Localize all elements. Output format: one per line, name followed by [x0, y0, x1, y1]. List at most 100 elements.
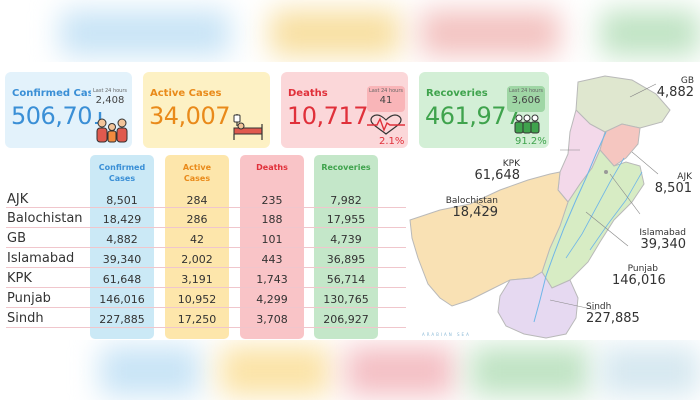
river [565, 157, 625, 259]
cell-active: 284 [186, 194, 208, 207]
hospital-bed-icon [233, 114, 263, 140]
recovered-people-icon [514, 114, 540, 134]
cell-recoveries: 36,895 [326, 253, 366, 266]
map-label-kpk-value: 61,648 [474, 168, 521, 183]
cell-confirmed: 146,016 [99, 293, 145, 306]
map-label-balochistan: Balochistan 18,429 [438, 196, 499, 220]
region-name: Islamabad [7, 251, 75, 266]
cell-active: 286 [186, 213, 208, 226]
cell-recoveries: 4,739 [330, 233, 362, 246]
active-card-title: Active Cases [150, 88, 222, 99]
map-label-sindh: Sindh 227,885 [586, 302, 640, 326]
deaths-rate: 2.1% [379, 136, 405, 147]
cell-active: 2,002 [181, 253, 213, 266]
sea-label: ARABIAN SEA [422, 332, 471, 337]
cell-recoveries: 130,765 [323, 293, 369, 306]
map-label-kpk-name: KPK [502, 159, 520, 169]
header-active: Active Cases [182, 163, 212, 183]
header-recoveries: Recoveries [321, 163, 371, 172]
header-confirmed: Confirmed Cases [98, 163, 146, 183]
map-label-punjab-name: Punjab [627, 264, 658, 274]
recoveries-last24-box: Last 24 hours 3,606 [507, 86, 545, 112]
map-label-sindh-name: Sindh [586, 302, 612, 312]
cell-confirmed: 61,648 [102, 273, 142, 286]
active-card-value: 34,007 [149, 102, 230, 130]
deaths-last24-label: Last 24 hours [368, 88, 403, 94]
recoveries-rate: 91.2% [515, 136, 547, 147]
confirmed-card-title: Confirmed Cases [12, 88, 107, 99]
cell-deaths: 1,743 [256, 273, 288, 286]
cell-deaths: 235 [261, 194, 283, 207]
dashboard: Confirmed Cases 506,701 Last 24 hours 2,… [0, 62, 700, 340]
river [533, 131, 607, 323]
row-divider [6, 247, 406, 248]
deaths-last24-box: Last 24 hours 41 [367, 86, 405, 112]
cell-active: 10,952 [177, 293, 217, 306]
cell-deaths: 4,299 [256, 293, 288, 306]
blurred-top-band [0, 0, 700, 62]
confirmed-last24-label: Last 24 hours [92, 88, 127, 94]
cell-active: 17,250 [177, 313, 217, 326]
region-name: Sindh [7, 311, 44, 326]
cell-recoveries: 7,982 [330, 194, 362, 207]
map-label-punjab-value: 146,016 [612, 273, 666, 288]
region-name: Balochistan [7, 211, 83, 226]
pakistan-map [409, 75, 671, 339]
deaths-card-value: 10,717 [287, 102, 368, 130]
cell-recoveries: 206,927 [323, 313, 369, 326]
map-label-islamabad-name: Islamabad [639, 228, 686, 238]
cell-recoveries: 17,955 [326, 213, 366, 226]
cell-deaths: 101 [261, 233, 283, 246]
map-label-ajk: AJK 8,501 [650, 172, 692, 196]
family-icon [96, 118, 128, 143]
recoveries-last24-label: Last 24 hours [508, 88, 543, 94]
map-label-kpk: KPK 61,648 [468, 159, 521, 183]
cell-deaths: 3,708 [256, 313, 288, 326]
sindh-region [497, 271, 579, 339]
header-deaths: Deaths [256, 163, 288, 172]
recoveries-card-value: 461,977 [425, 102, 521, 130]
cell-deaths: 443 [261, 253, 283, 266]
recoveries-last24-value: 3,606 [511, 95, 541, 106]
confirmed-last24-box: Last 24 hours 2,408 [91, 86, 129, 112]
map-label-ajk-value: 8,501 [654, 181, 692, 196]
islamabad-marker [604, 170, 608, 174]
active-card: Active Cases 34,007 [143, 72, 270, 148]
map-label-balochistan-name: Balochistan [445, 196, 498, 206]
map-label-balochistan-value: 18,429 [452, 205, 499, 220]
map-label-sindh-value: 227,885 [586, 311, 640, 326]
cell-confirmed: 8,501 [106, 194, 138, 207]
row-divider [6, 307, 406, 308]
cell-confirmed: 18,429 [102, 213, 142, 226]
row-divider [6, 327, 406, 328]
cell-active: 42 [190, 233, 204, 246]
map-label-gb-name: GB [680, 76, 694, 86]
row-divider [6, 207, 406, 208]
confirmed-last24-value: 2,408 [95, 95, 125, 106]
map-label-gb: GB 4,882 [636, 76, 694, 100]
map-label-gb-value: 4,882 [656, 85, 694, 100]
row-divider [6, 227, 406, 228]
region-name: Punjab [7, 291, 51, 306]
deaths-last24-value: 41 [379, 95, 393, 106]
map-label-islamabad: Islamabad 39,340 [636, 228, 687, 252]
cell-deaths: 188 [261, 213, 283, 226]
blurred-bottom-band [0, 340, 700, 400]
region-name: GB [7, 231, 26, 246]
deaths-card: Deaths 10,717 Last 24 hours 41 2.1% [281, 72, 408, 148]
region-name: KPK [7, 271, 32, 286]
map-label-islamabad-value: 39,340 [640, 237, 687, 252]
cell-confirmed: 4,882 [106, 233, 138, 246]
cell-confirmed: 39,340 [102, 253, 142, 266]
cell-active: 3,191 [181, 273, 213, 286]
row-divider [6, 267, 406, 268]
map-label-punjab: Punjab 146,016 [612, 264, 666, 288]
recoveries-card: Recoveries 461,977 Last 24 hours 3,606 9… [419, 72, 549, 148]
cell-recoveries: 56,714 [326, 273, 366, 286]
balochistan-region [409, 171, 569, 307]
region-name: AJK [7, 192, 29, 207]
river [589, 171, 643, 251]
row-divider [6, 287, 406, 288]
heartbeat-icon [367, 114, 405, 135]
map-label-ajk-name: AJK [677, 172, 692, 182]
